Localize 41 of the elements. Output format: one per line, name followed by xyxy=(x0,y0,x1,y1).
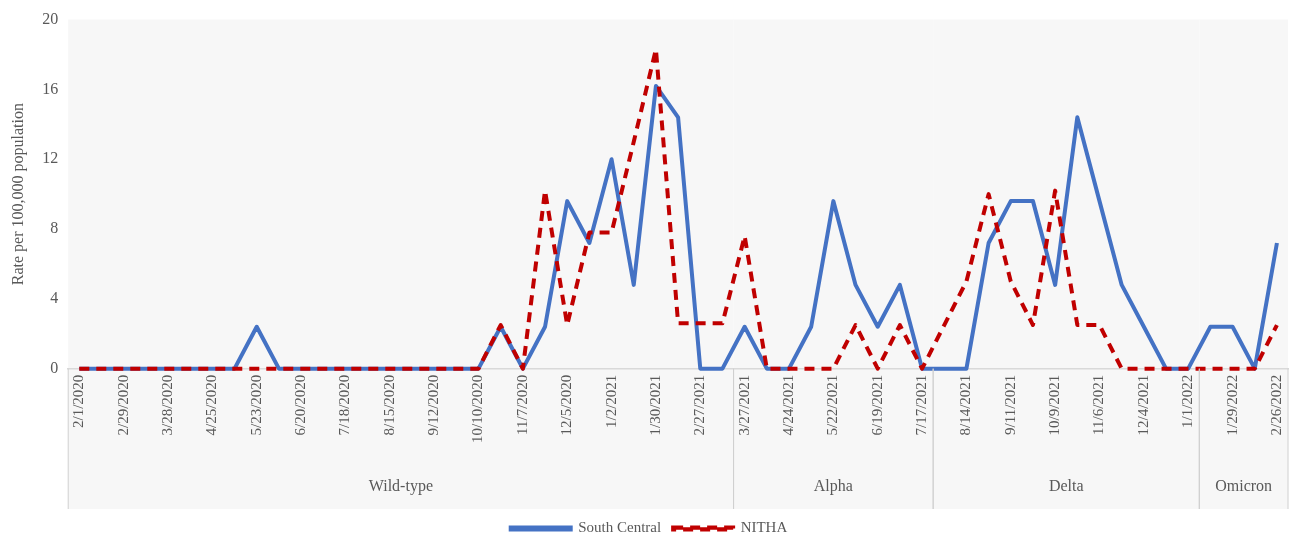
x-tick-label: 6/20/2020 xyxy=(292,374,309,436)
x-tick-label: 5/22/2021 xyxy=(824,374,841,436)
x-tick-label: 5/23/2020 xyxy=(247,374,264,436)
band-label: Alpha xyxy=(813,477,853,496)
x-tick-label: 4/25/2020 xyxy=(203,374,220,436)
y-axis-title: Rate per 100,000 population xyxy=(8,103,27,286)
x-tick-label: 3/28/2020 xyxy=(158,374,175,436)
x-tick-label: 1/2/2021 xyxy=(602,374,619,429)
x-tick-label: 2/1/2020 xyxy=(70,374,87,429)
x-tick-label: 8/14/2021 xyxy=(957,374,974,436)
x-tick-label: 12/5/2020 xyxy=(558,374,575,436)
y-tick-label: 0 xyxy=(50,358,59,376)
x-tick-label: 12/4/2021 xyxy=(1134,374,1151,436)
band-label: Delta xyxy=(1048,477,1084,495)
x-tick-label: 10/10/2020 xyxy=(469,374,486,444)
x-tick-label: 2/27/2021 xyxy=(691,374,708,436)
y-tick-label: 12 xyxy=(42,149,59,167)
x-tick-label: 1/29/2022 xyxy=(1223,374,1240,436)
x-tick-label: 2/26/2022 xyxy=(1267,374,1284,436)
x-tick-label: 7/18/2020 xyxy=(336,374,353,436)
y-tick-label: 4 xyxy=(50,289,59,307)
legend-label: South Central xyxy=(578,519,662,536)
x-tick-label: 7/17/2021 xyxy=(913,374,930,436)
x-tick-label: 4/24/2021 xyxy=(779,374,796,436)
x-tick-label: 9/12/2020 xyxy=(425,374,442,436)
y-tick-label: 20 xyxy=(42,9,59,27)
x-tick-label: 2/29/2020 xyxy=(114,374,131,436)
y-tick-label: 8 xyxy=(50,219,59,237)
x-tick-label: 11/6/2021 xyxy=(1090,374,1107,435)
x-tick-label: 6/19/2021 xyxy=(868,374,885,436)
x-tick-label: 11/7/2020 xyxy=(513,374,530,435)
x-tick-label: 9/11/2021 xyxy=(1001,374,1018,435)
band-label: Wild-type xyxy=(368,477,433,496)
y-tick-label: 16 xyxy=(42,79,59,97)
band-label: Omicron xyxy=(1215,477,1273,495)
x-tick-label: 8/15/2020 xyxy=(380,374,397,436)
legend-label: NITHA xyxy=(740,519,788,536)
x-tick-label: 1/1/2022 xyxy=(1179,374,1196,429)
x-tick-label: 10/9/2021 xyxy=(1046,374,1063,436)
x-tick-label: 1/30/2021 xyxy=(646,374,663,436)
x-tick-label: 3/27/2021 xyxy=(735,374,752,436)
